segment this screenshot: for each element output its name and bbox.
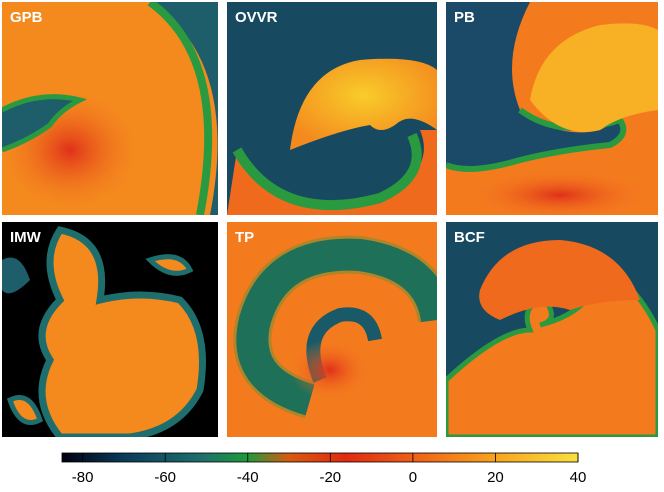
panel-label: IMW — [10, 229, 42, 246]
panel-tp — [227, 222, 437, 437]
colorbar-tick-label: -20 — [319, 469, 341, 486]
panel-imw — [2, 222, 218, 437]
colorbar-tick-label: -40 — [237, 469, 259, 486]
panel-bcf — [446, 222, 658, 437]
panel-gpb — [2, 2, 218, 215]
colorbar-tick-label: 40 — [570, 469, 587, 486]
colorbar — [61, 452, 579, 463]
panel-pb — [446, 2, 658, 215]
colorbar-tick-label: 20 — [487, 469, 504, 486]
panel-label: TP — [235, 229, 254, 246]
panel-ovvr — [227, 2, 437, 215]
panel-label: OVVR — [235, 9, 278, 26]
panel-label: GPB — [10, 9, 43, 26]
panel-label: PB — [454, 9, 475, 26]
colorbar-tick-label: 0 — [409, 469, 417, 486]
colorbar-tick-label: -80 — [72, 469, 94, 486]
colorbar-tick-label: -60 — [154, 469, 176, 486]
panel-label: BCF — [454, 229, 485, 246]
